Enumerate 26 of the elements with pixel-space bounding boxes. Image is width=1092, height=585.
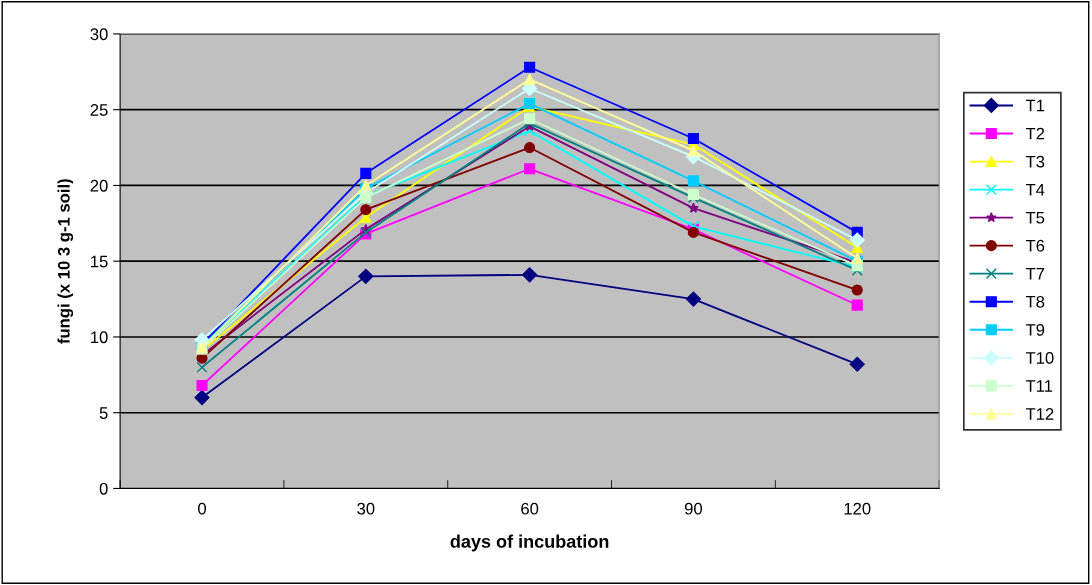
y-axis-title: fungi (x 10 3 g-1 soil) xyxy=(57,179,74,344)
legend-label: T1 xyxy=(1025,99,1045,112)
y-tick-label: 5 xyxy=(99,407,108,419)
x-tick-label: 120 xyxy=(844,502,871,515)
x-tick-label: 90 xyxy=(684,502,703,515)
legend-label: T5 xyxy=(1025,211,1045,224)
legend-label: T12 xyxy=(1025,408,1054,420)
y-tick-label: 30 xyxy=(90,28,108,41)
legend-label: T8 xyxy=(1025,295,1045,308)
y-tick-label: 20 xyxy=(90,179,108,192)
x-tick-label: 30 xyxy=(357,502,375,515)
legend-label: T4 xyxy=(1025,183,1045,196)
legend-label: T7 xyxy=(1025,268,1045,280)
legend-label: T10 xyxy=(1025,352,1054,364)
legend-label: T9 xyxy=(1025,323,1045,336)
y-tick-label: 0 xyxy=(99,482,108,495)
legend-label: T3 xyxy=(1025,155,1045,168)
x-tick-label: 60 xyxy=(521,502,539,515)
legend-label: T6 xyxy=(1025,239,1045,252)
legend-label: T11 xyxy=(1025,380,1053,392)
x-axis-title: days of incubation xyxy=(450,534,609,552)
x-tick-label: 0 xyxy=(198,502,206,515)
y-tick-label: 15 xyxy=(91,255,108,268)
y-tick-label: 25 xyxy=(90,104,108,116)
y-tick-label: 10 xyxy=(91,331,108,344)
legend-label: T2 xyxy=(1025,127,1045,140)
